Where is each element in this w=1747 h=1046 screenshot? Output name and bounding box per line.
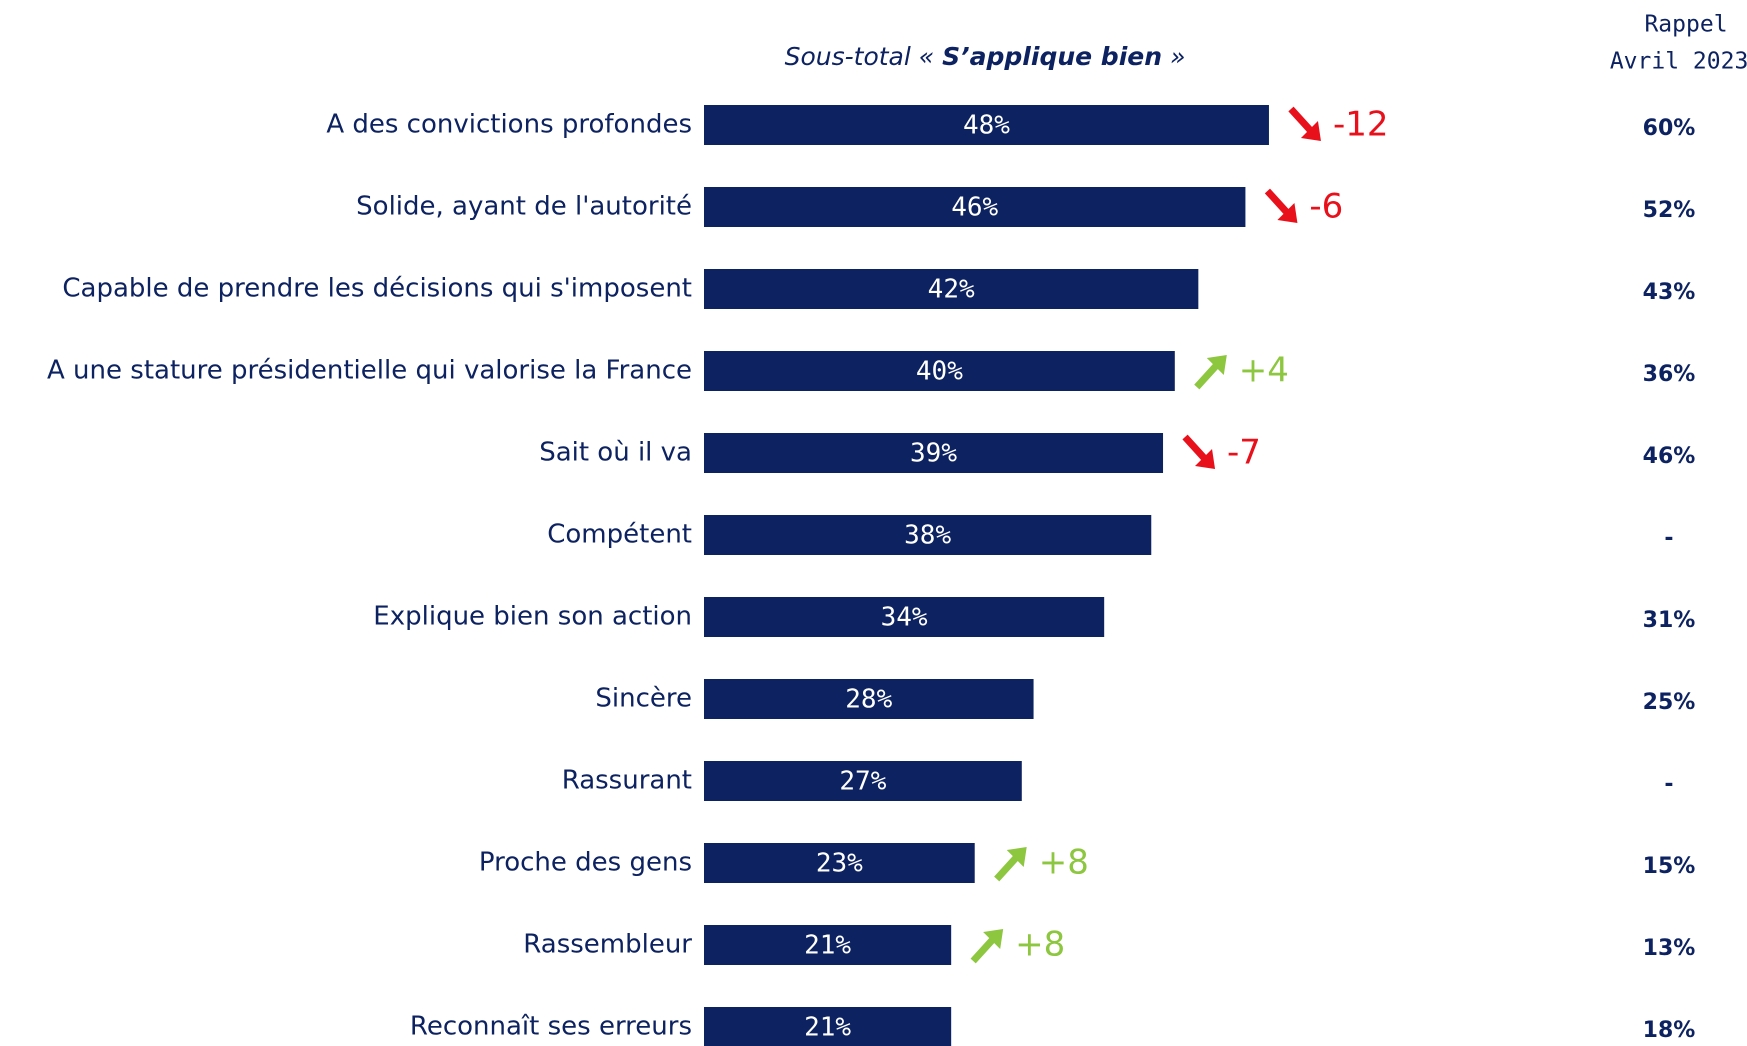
category-label: Compétent: [547, 520, 692, 550]
change-arrow-head: [1300, 121, 1321, 141]
category-label: Explique bien son action: [373, 602, 692, 632]
subtitle-suffix: »: [1162, 42, 1185, 71]
change-arrow: [1264, 188, 1291, 216]
change-label: +4: [1239, 351, 1289, 391]
recall-label: 43%: [1643, 280, 1696, 305]
value-label: 38%: [904, 521, 951, 551]
change-label: +8: [1039, 843, 1089, 883]
bar: [704, 843, 975, 883]
bar: [704, 351, 1175, 391]
category-label: Reconnaît ses erreurs: [410, 1012, 692, 1042]
value-label: 21%: [804, 1013, 851, 1043]
value-label: 48%: [963, 111, 1010, 141]
recall-label: 13%: [1643, 936, 1696, 961]
value-label: 23%: [816, 849, 863, 879]
recall-header: Avril 2023*: [1610, 49, 1747, 75]
category-label: Rassembleur: [523, 930, 692, 960]
recall-label: 18%: [1643, 1018, 1696, 1043]
value-label: 39%: [910, 439, 957, 469]
value-label: 34%: [881, 603, 928, 633]
change-label: +8: [1015, 925, 1065, 965]
value-label: 27%: [839, 767, 886, 797]
subtitle-prefix: Sous-total «: [785, 42, 943, 71]
chart-subtitle: Sous-total « S’applique bien »: [785, 42, 1186, 71]
category-label: Solide, ayant de l'autorité: [356, 192, 692, 222]
change-arrow-head: [1195, 449, 1216, 469]
value-label: 40%: [916, 357, 963, 387]
recall-label: 15%: [1643, 854, 1696, 879]
change-arrow: [1288, 106, 1314, 134]
value-label: 46%: [951, 193, 998, 223]
change-arrow: [1182, 434, 1208, 462]
category-label: A une stature présidentielle qui valoris…: [47, 356, 692, 386]
change-arrow: [970, 936, 996, 964]
recall-label: 25%: [1643, 690, 1696, 715]
recall-label: 52%: [1643, 198, 1696, 223]
recall-label: 60%: [1643, 116, 1696, 141]
bar: [704, 433, 1164, 473]
change-label: -12: [1333, 105, 1389, 145]
category-label: A des convictions profondes: [326, 110, 692, 140]
recall-label: 46%: [1643, 444, 1696, 469]
value-label: 28%: [845, 685, 892, 715]
category-label: Rassurant: [562, 766, 692, 796]
change-label: -6: [1309, 187, 1343, 227]
recall-label: 31%: [1643, 608, 1696, 633]
bar: [704, 269, 1199, 309]
change-label: -7: [1227, 433, 1261, 473]
category-label: Sincère: [595, 684, 692, 714]
change-arrow-head: [983, 929, 1004, 949]
category-label: Capable de prendre les décisions qui s'i…: [62, 274, 692, 304]
value-label: 42%: [928, 275, 975, 305]
change-arrow-head: [1277, 203, 1298, 223]
recall-label: 36%: [1643, 362, 1696, 387]
bar: [704, 925, 952, 965]
category-label: Proche des gens: [479, 848, 692, 878]
bar: [704, 597, 1105, 637]
change-arrow: [994, 854, 1020, 882]
bar: [704, 1007, 952, 1046]
recall-label: -: [1664, 526, 1673, 551]
change-arrow: [1194, 362, 1220, 390]
subtitle-emphasis: S’applique bien: [942, 42, 1162, 71]
bar: [704, 187, 1246, 227]
recall-label: -: [1664, 772, 1673, 797]
bar: [704, 679, 1034, 719]
value-label: 21%: [804, 931, 851, 961]
change-arrow-head: [1206, 355, 1227, 375]
bar: [704, 761, 1022, 801]
bar: [704, 105, 1269, 145]
category-label: Sait où il va: [539, 438, 692, 468]
recall-header: Rappel: [1644, 12, 1727, 38]
change-arrow-head: [1006, 847, 1027, 867]
bar: [704, 515, 1152, 555]
